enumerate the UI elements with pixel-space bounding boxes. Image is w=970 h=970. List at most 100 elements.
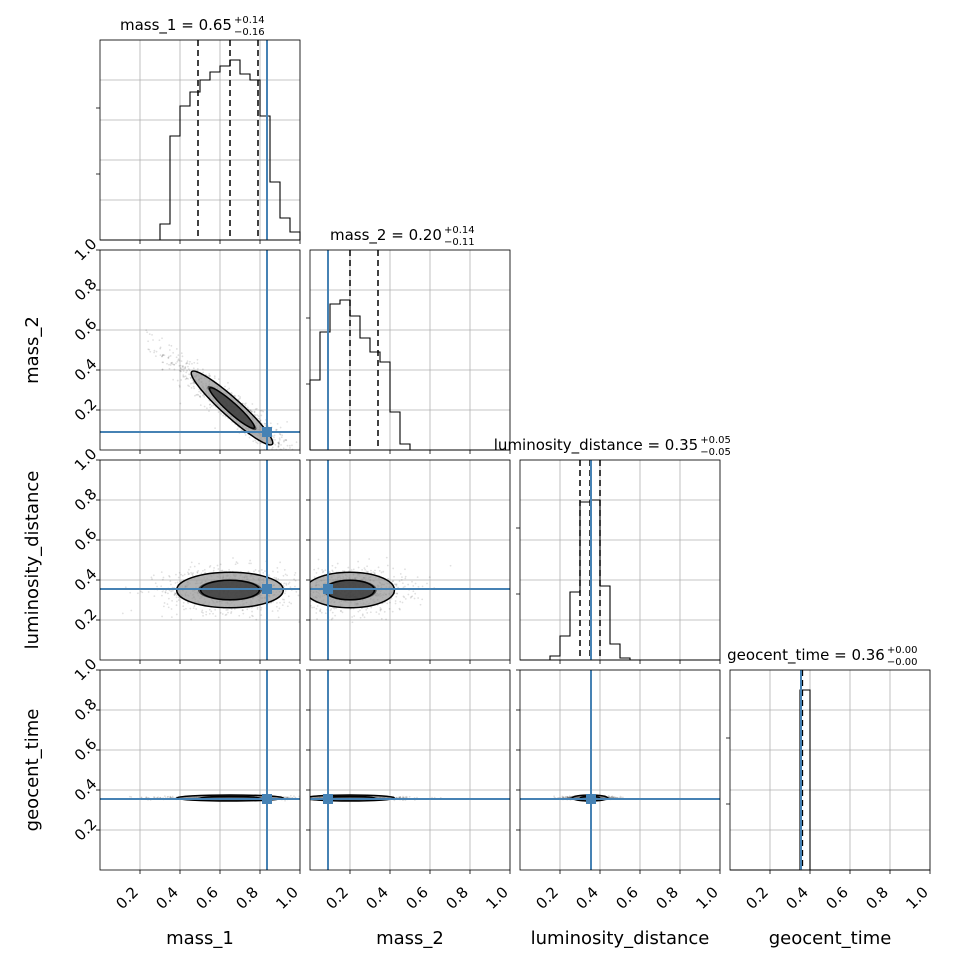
sample-point [329, 571, 331, 574]
sample-point [198, 562, 200, 565]
sample-point [185, 377, 188, 380]
sample-point [192, 367, 195, 370]
sample-point [274, 438, 276, 441]
sample-point [184, 375, 187, 378]
sample-point [171, 599, 173, 602]
sample-point [301, 797, 303, 799]
sample-point [213, 375, 216, 378]
sample-point [289, 455, 291, 457]
sample-point [375, 611, 378, 614]
sample-point [293, 578, 296, 581]
sample-point [282, 447, 285, 450]
sample-point [150, 576, 153, 579]
sample-point [184, 367, 187, 369]
panel-frame [99, 249, 301, 451]
sample-point [147, 340, 149, 343]
sample-point [185, 371, 188, 374]
sample-point [151, 333, 153, 336]
sample-point [303, 592, 305, 594]
sample-point [377, 566, 380, 569]
sample-point [227, 381, 229, 384]
sample-point [130, 609, 133, 612]
sample-point [391, 610, 394, 613]
sample-point [210, 610, 213, 613]
sample-point [180, 370, 182, 373]
sample-point [399, 573, 402, 575]
sample-point [404, 796, 407, 798]
sample-point [189, 360, 191, 363]
sample-point [219, 563, 222, 566]
sample-point [157, 796, 159, 799]
panel-frame [309, 249, 511, 451]
sample-point [306, 797, 308, 799]
truth-marker [323, 794, 333, 804]
title-mass_1: mass_1 = 0.65 [120, 16, 232, 35]
sample-point [613, 796, 616, 798]
sample-point [569, 796, 572, 798]
sample-point [255, 407, 258, 410]
sample-point [203, 395, 206, 398]
sample-point [302, 586, 304, 588]
sample-point [162, 353, 165, 356]
sample-point [297, 602, 299, 604]
sample-point [301, 462, 303, 464]
sample-point [188, 572, 190, 575]
sample-point [239, 396, 242, 398]
sample-point [235, 561, 238, 563]
sample-point [205, 613, 208, 616]
sample-point [220, 412, 223, 415]
sample-point [278, 441, 280, 443]
sample-point [253, 410, 256, 413]
sample-point [273, 436, 275, 439]
sample-point [200, 572, 203, 575]
sample-point [151, 578, 153, 580]
sample-point [321, 568, 324, 571]
scatter-panel-mass_1-vs-mass_2 [96, 249, 326, 493]
sample-point [170, 616, 173, 619]
sample-point [290, 602, 293, 605]
sample-point [281, 598, 284, 601]
sample-point [167, 357, 170, 359]
sample-point [173, 363, 175, 366]
sample-point [276, 609, 279, 612]
sample-point [177, 599, 180, 601]
sample-point [278, 437, 281, 440]
scatter-panel-mass_2-vs-luminosity_distance [297, 459, 511, 664]
sample-point [303, 797, 305, 799]
sample-point [276, 453, 278, 455]
panel-frame [99, 669, 301, 871]
sample-point [405, 795, 408, 798]
sample-point [289, 794, 292, 797]
sample-point [293, 464, 295, 466]
sample-point [262, 454, 264, 456]
sample-point [179, 367, 182, 370]
sample-point [307, 797, 309, 799]
sample-point [249, 409, 252, 412]
sample-point [307, 583, 309, 585]
sample-point [612, 796, 615, 799]
sample-point [262, 410, 265, 413]
sample-point [416, 576, 419, 579]
sample-point [228, 387, 231, 390]
sample-point [183, 608, 185, 611]
sample-point [190, 377, 192, 379]
sample-point [167, 597, 170, 600]
histogram-step [100, 59, 301, 241]
sample-point [186, 362, 189, 365]
sample-point [286, 420, 288, 423]
sample-point [145, 329, 148, 332]
sample-point [331, 617, 334, 620]
sample-point [366, 565, 369, 568]
sample-point [315, 572, 318, 574]
sample-point [304, 798, 306, 800]
sample-point [154, 355, 157, 358]
sample-point [185, 377, 188, 380]
sample-point [324, 491, 326, 493]
sample-point [307, 797, 309, 799]
histogram-step [309, 299, 411, 450]
sample-point [319, 608, 322, 611]
sample-point [428, 576, 431, 578]
sample-point [254, 569, 257, 571]
sample-point [171, 363, 174, 366]
sample-point [174, 592, 177, 595]
